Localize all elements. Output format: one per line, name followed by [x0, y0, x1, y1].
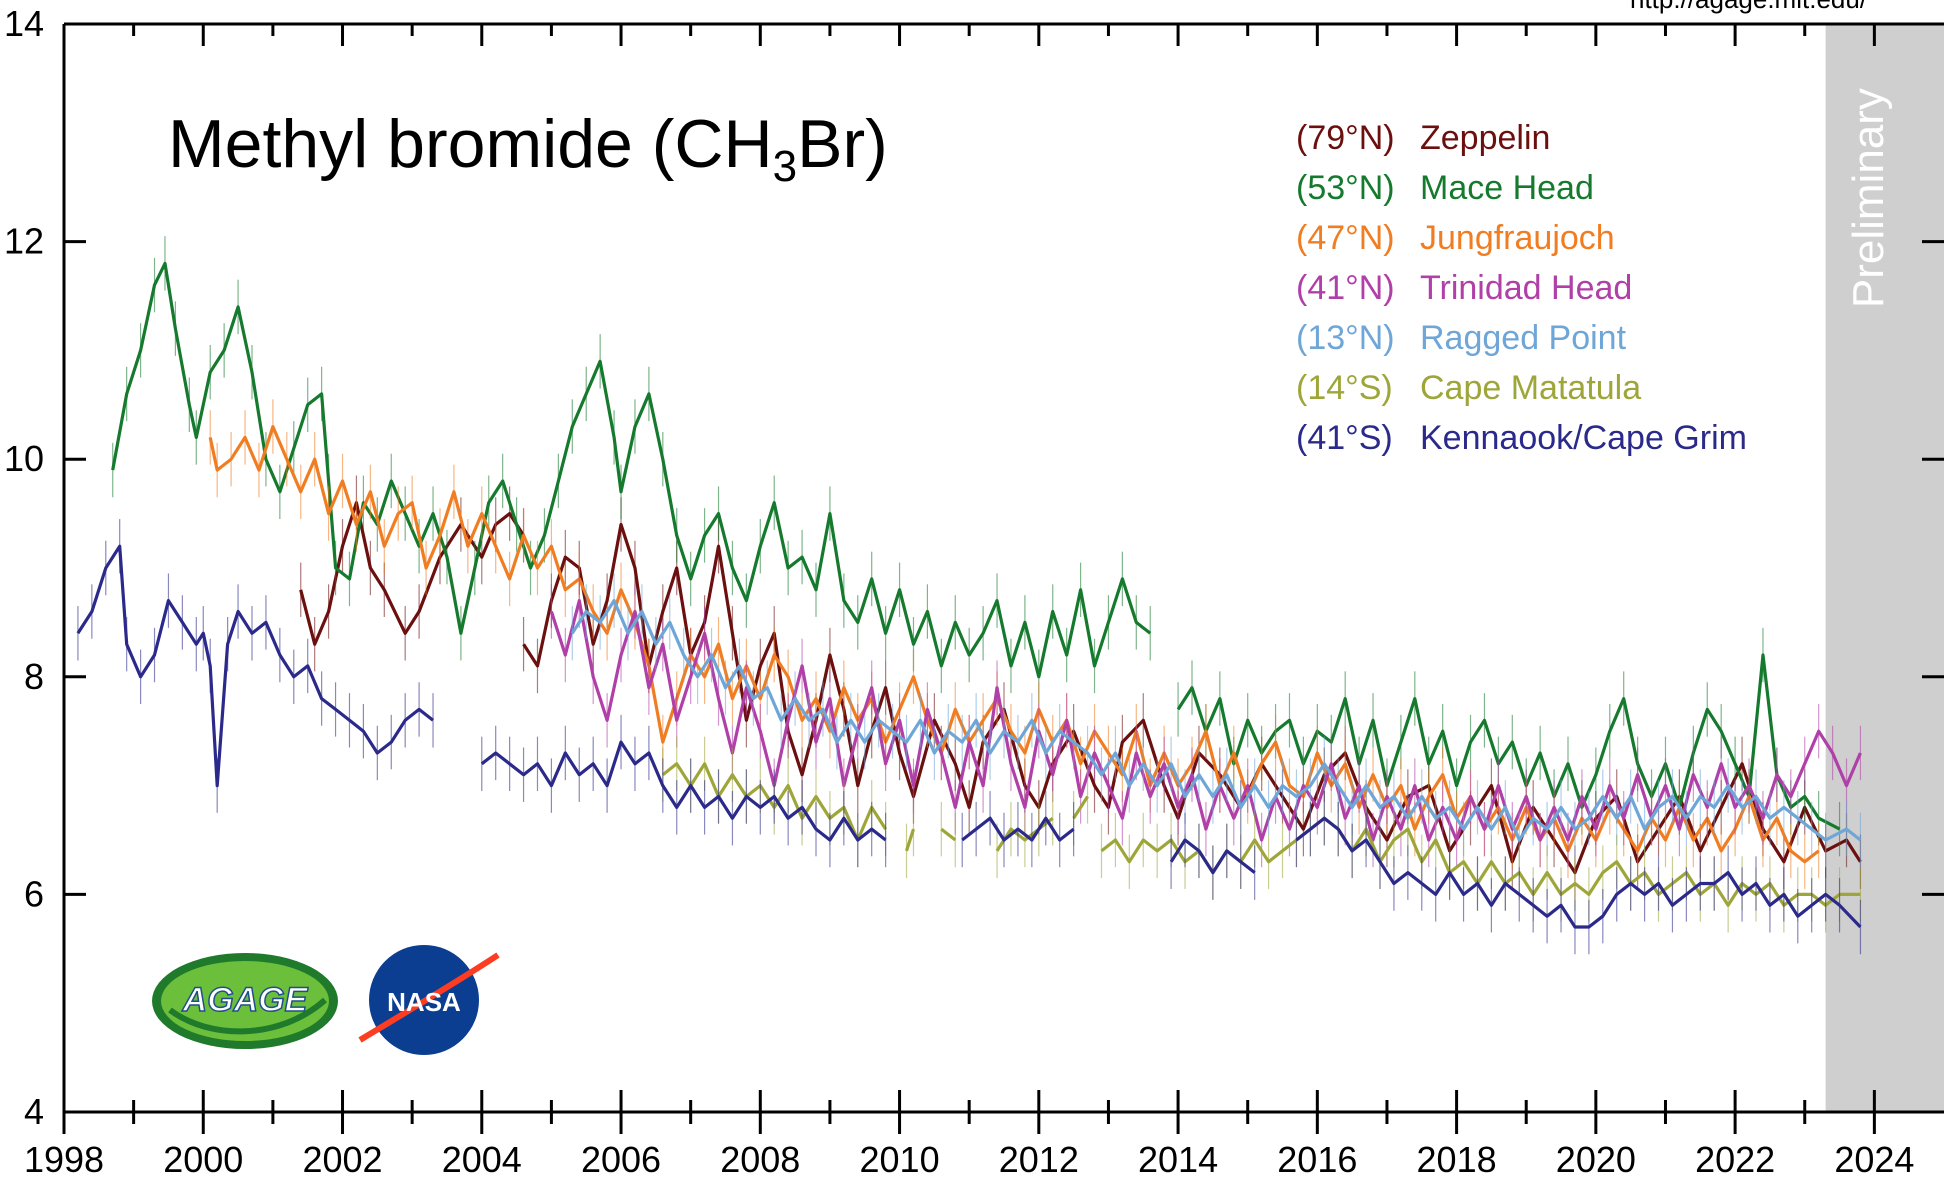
x-tick-label: 2016 — [1277, 1139, 1357, 1179]
y-tick-label: 6 — [24, 873, 44, 914]
series-line — [961, 816, 1075, 842]
preliminary-shade — [1825, 24, 1944, 1112]
series-ragged-point — [570, 573, 1862, 868]
legend-station: Jungfraujoch — [1420, 219, 1615, 257]
legend-latitude: (13°N) — [1296, 319, 1395, 357]
legend-station: Trinidad Head — [1420, 269, 1632, 307]
series-line — [1176, 653, 1841, 831]
series-line — [1072, 795, 1089, 820]
series-line — [76, 544, 434, 788]
nasa-logo-text: NASA — [387, 987, 461, 1017]
y-tick-label: 12 — [4, 221, 44, 262]
legend-station: Zeppelin — [1420, 119, 1550, 157]
legend: (79°N) Zeppelin (53°N) Mace Head (47°N) Jungf… — [1296, 119, 1747, 457]
y-tick-label: 8 — [24, 656, 44, 697]
series-line — [549, 599, 1862, 842]
agage-logo-text: AGAGE — [182, 981, 309, 1019]
x-tick-label: 2024 — [1834, 1139, 1914, 1179]
x-tick-label: 2018 — [1417, 1139, 1497, 1179]
legend-station: Ragged Point — [1420, 319, 1627, 357]
x-tick-label: 2010 — [860, 1139, 940, 1179]
axis-layer: 1998 2000 2002 2004 2006 2008 2010 2012 2014 2016… — [4, 3, 1944, 1179]
legend-latitude: (41°S) — [1296, 419, 1393, 457]
x-tick-label: 2006 — [581, 1139, 661, 1179]
series-kennaook-cape-grim — [76, 519, 1862, 955]
series-line — [111, 261, 1152, 679]
x-tick-label: 2004 — [442, 1139, 522, 1179]
x-tick-label: 2008 — [720, 1139, 800, 1179]
x-tick-label: 1998 — [24, 1139, 104, 1179]
x-tick-label: 2000 — [163, 1139, 243, 1179]
series-line — [480, 740, 887, 842]
preliminary-label: Preliminary — [1844, 88, 1893, 308]
legend-station: Kennaook/Cape Grim — [1420, 419, 1747, 457]
series-line — [1169, 838, 1256, 875]
series-line — [1295, 816, 1862, 929]
legend-latitude: (79°N) — [1296, 119, 1395, 157]
x-tick-label: 2002 — [302, 1139, 382, 1179]
series-line — [940, 827, 957, 842]
legend-latitude: (41°N) — [1296, 269, 1395, 307]
legend-station: Cape Matatula — [1420, 369, 1641, 407]
legend-station: Mace Head — [1420, 169, 1594, 207]
y-tick-label: 4 — [24, 1091, 44, 1132]
source-url: http://agage.mit.edu/ — [1630, 0, 1868, 14]
y-tick-label: 14 — [4, 3, 44, 44]
x-tick-label: 2014 — [1138, 1139, 1218, 1179]
y-tick-label: 10 — [4, 438, 44, 479]
agage-logo: AGAGE — [152, 953, 338, 1049]
chart-title: Methyl bromide (CH3Br) — [168, 106, 888, 191]
series-line — [570, 599, 1862, 842]
legend-latitude: (47°N) — [1296, 219, 1395, 257]
nasa-logo: NASA — [358, 945, 500, 1055]
legend-latitude: (53°N) — [1296, 169, 1395, 207]
x-tick-label: 2022 — [1695, 1139, 1775, 1179]
legend-latitude: (14°S) — [1296, 369, 1393, 407]
series-line — [904, 828, 916, 852]
series-layer — [76, 236, 1862, 955]
x-tick-label: 2020 — [1556, 1139, 1636, 1179]
x-tick-label: 2012 — [999, 1139, 1079, 1179]
